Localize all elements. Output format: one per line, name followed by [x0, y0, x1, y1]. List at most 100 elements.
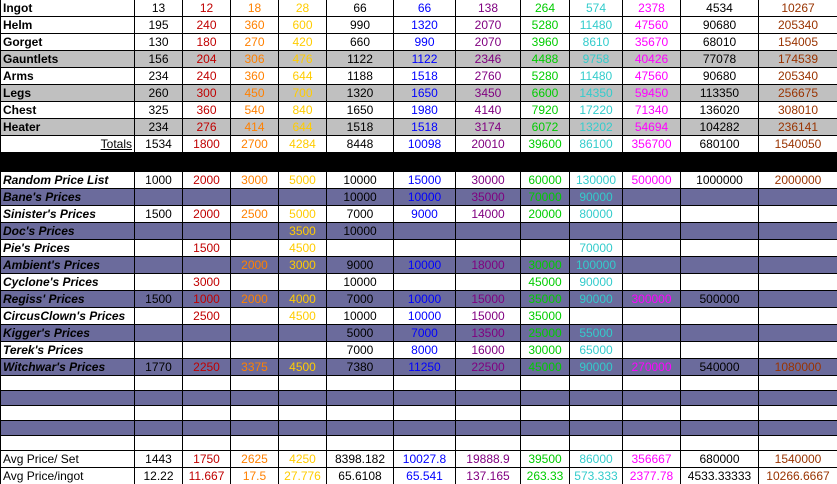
value-cell[interactable]: 1122	[394, 51, 456, 68]
value-cell[interactable]: 10266.6667	[759, 468, 837, 484]
value-cell[interactable]	[623, 240, 681, 257]
value-cell[interactable]: 360	[231, 17, 279, 34]
value-cell[interactable]: 65.6108	[327, 468, 394, 484]
value-cell[interactable]: 154005	[759, 34, 837, 51]
value-cell[interactable]: 540	[231, 102, 279, 119]
value-cell[interactable]: 1000000	[681, 172, 759, 189]
value-cell[interactable]: 2000000	[759, 172, 837, 189]
value-cell[interactable]: 11480	[570, 17, 623, 34]
cell[interactable]	[521, 406, 570, 421]
cell[interactable]	[394, 391, 456, 406]
cell[interactable]	[456, 376, 521, 391]
cell[interactable]	[1, 406, 135, 421]
cell[interactable]	[521, 153, 570, 172]
value-cell[interactable]: 2500	[183, 308, 231, 325]
row-label[interactable]: Gauntlets	[1, 51, 135, 68]
value-cell[interactable]	[681, 274, 759, 291]
value-cell[interactable]: 8000	[394, 342, 456, 359]
value-cell[interactable]	[135, 308, 183, 325]
cell[interactable]	[231, 421, 279, 436]
value-cell[interactable]: 1188	[327, 68, 394, 85]
cell[interactable]	[681, 406, 759, 421]
value-cell[interactable]: 644	[279, 68, 327, 85]
value-cell[interactable]: 1980	[394, 102, 456, 119]
value-cell[interactable]: 10267	[759, 0, 837, 17]
value-cell[interactable]: 11.667	[183, 468, 231, 484]
value-cell[interactable]: 54694	[623, 119, 681, 136]
value-cell[interactable]: 308010	[759, 102, 837, 119]
value-cell[interactable]	[623, 325, 681, 342]
value-cell[interactable]	[681, 189, 759, 206]
value-cell[interactable]: 174539	[759, 51, 837, 68]
value-cell[interactable]	[681, 240, 759, 257]
value-cell[interactable]	[759, 325, 837, 342]
value-cell[interactable]: 4500	[279, 308, 327, 325]
value-cell[interactable]: 4500	[279, 240, 327, 257]
value-cell[interactable]	[681, 308, 759, 325]
value-cell[interactable]: 1518	[394, 68, 456, 85]
value-cell[interactable]: 9000	[394, 206, 456, 223]
value-cell[interactable]	[279, 342, 327, 359]
cell[interactable]	[1, 391, 135, 406]
value-cell[interactable]: 2000	[231, 257, 279, 274]
value-cell[interactable]: 2346	[456, 51, 521, 68]
value-cell[interactable]: 180	[183, 34, 231, 51]
value-cell[interactable]: 7000	[394, 325, 456, 342]
value-cell[interactable]: 100000	[570, 257, 623, 274]
value-cell[interactable]	[456, 240, 521, 257]
value-cell[interactable]: 270	[231, 34, 279, 51]
value-cell[interactable]: 234	[135, 68, 183, 85]
value-cell[interactable]	[183, 223, 231, 240]
value-cell[interactable]: 236141	[759, 119, 837, 136]
row-label[interactable]: Heater	[1, 119, 135, 136]
value-cell[interactable]	[231, 189, 279, 206]
value-cell[interactable]: 5000	[279, 172, 327, 189]
value-cell[interactable]	[279, 274, 327, 291]
value-cell[interactable]: 356667	[623, 451, 681, 468]
value-cell[interactable]: 574	[570, 0, 623, 17]
cell[interactable]	[183, 391, 231, 406]
value-cell[interactable]: 4534	[681, 0, 759, 17]
value-cell[interactable]: 270000	[623, 359, 681, 376]
value-cell[interactable]: 306	[231, 51, 279, 68]
value-cell[interactable]: 1650	[394, 85, 456, 102]
value-cell[interactable]: 2070	[456, 17, 521, 34]
value-cell[interactable]	[183, 342, 231, 359]
cell[interactable]	[183, 406, 231, 421]
value-cell[interactable]: 3174	[456, 119, 521, 136]
value-cell[interactable]: 136020	[681, 102, 759, 119]
cell[interactable]	[135, 421, 183, 436]
value-cell[interactable]: 20000	[521, 206, 570, 223]
value-cell[interactable]: 4140	[456, 102, 521, 119]
value-cell[interactable]: 8448	[327, 136, 394, 153]
value-cell[interactable]: 130000	[570, 172, 623, 189]
cell[interactable]	[759, 376, 837, 391]
value-cell[interactable]	[456, 223, 521, 240]
value-cell[interactable]: 6072	[521, 119, 570, 136]
cell[interactable]	[623, 376, 681, 391]
value-cell[interactable]: 840	[279, 102, 327, 119]
value-cell[interactable]: 20010	[456, 136, 521, 153]
value-cell[interactable]: 10000	[327, 308, 394, 325]
value-cell[interactable]	[135, 240, 183, 257]
value-cell[interactable]: 204	[183, 51, 231, 68]
value-cell[interactable]: 1122	[327, 51, 394, 68]
cell[interactable]	[394, 406, 456, 421]
cell[interactable]	[623, 406, 681, 421]
row-label[interactable]: Chest	[1, 102, 135, 119]
cell[interactable]	[183, 436, 231, 451]
value-cell[interactable]	[135, 189, 183, 206]
value-cell[interactable]	[456, 274, 521, 291]
value-cell[interactable]: 77078	[681, 51, 759, 68]
value-cell[interactable]	[623, 223, 681, 240]
value-cell[interactable]: 573.333	[570, 468, 623, 484]
value-cell[interactable]: 70000	[570, 240, 623, 257]
value-cell[interactable]: 66	[327, 0, 394, 17]
cell[interactable]	[183, 421, 231, 436]
value-cell[interactable]: 5000	[327, 325, 394, 342]
value-cell[interactable]: 66	[394, 0, 456, 17]
cell[interactable]	[623, 421, 681, 436]
value-cell[interactable]: 4250	[279, 451, 327, 468]
value-cell[interactable]	[231, 342, 279, 359]
row-label[interactable]: Totals	[1, 136, 135, 153]
